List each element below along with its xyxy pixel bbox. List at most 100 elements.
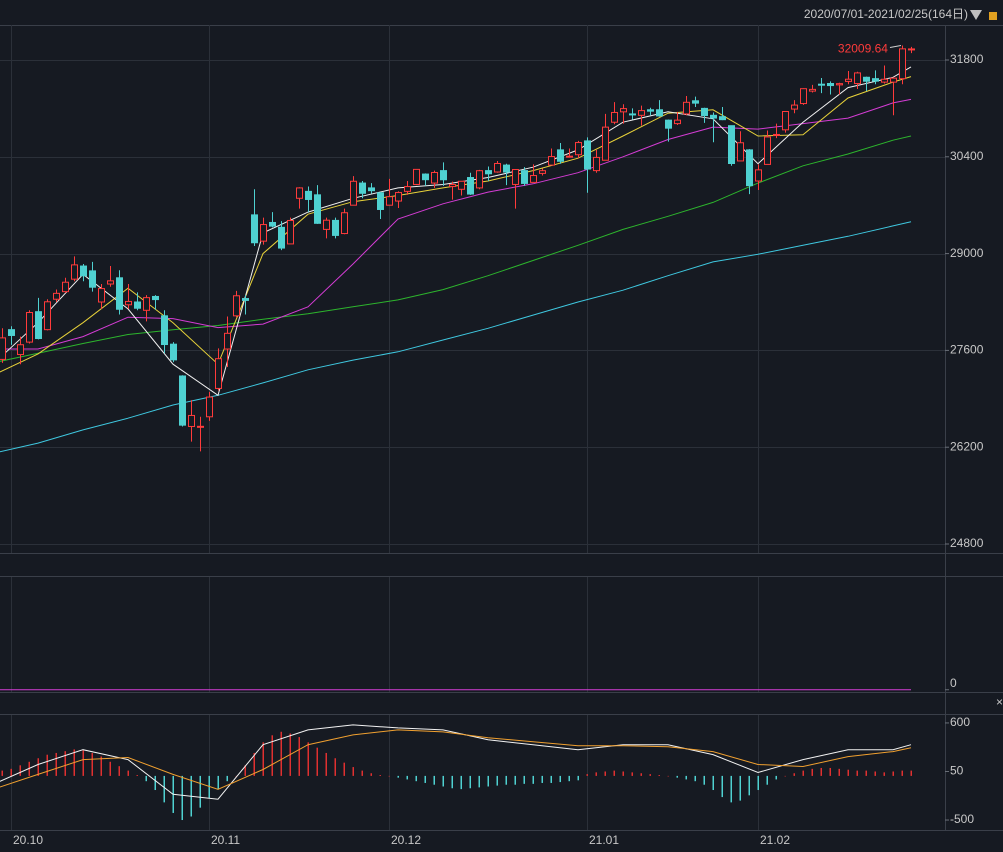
candle-body [206, 396, 213, 418]
macd-bar [118, 766, 120, 776]
candle-body [836, 83, 843, 86]
macd-bar [658, 775, 660, 776]
candle-body [728, 125, 735, 164]
y-tick-label: 50 [950, 764, 964, 778]
candle-body [494, 162, 501, 173]
candle-body [512, 169, 519, 185]
lock-icon[interactable] [989, 12, 997, 20]
macd-bar [199, 775, 201, 808]
macd-bar [532, 775, 534, 784]
macd-bar [37, 758, 39, 776]
candle-body [296, 187, 303, 199]
high-label: 32009.64 [838, 42, 888, 56]
candle-body [17, 344, 24, 356]
candle-body [404, 186, 411, 192]
macd-bar [838, 768, 840, 776]
macd-bar [496, 775, 498, 786]
candle-body [557, 149, 564, 162]
indicator-line [0, 729, 912, 790]
macd-bar [685, 775, 687, 780]
candle-body [98, 288, 105, 303]
candle-body [197, 425, 204, 428]
x-tick-label: 20.11 [211, 833, 240, 847]
macd-bar [334, 758, 336, 776]
candle-body [251, 214, 258, 244]
macd-bar [901, 770, 903, 776]
candle-body [26, 312, 33, 343]
macd-bar [46, 754, 48, 776]
macd-bar [109, 761, 111, 776]
indicator-line [0, 221, 912, 453]
macd-bar [469, 775, 471, 789]
y-tick-label: 30400 [950, 149, 984, 163]
candle-body [881, 78, 888, 83]
macd-bar [721, 775, 723, 798]
macd-bar [442, 775, 444, 787]
macd-bar [253, 752, 255, 776]
candle-body [755, 169, 762, 182]
candle-body [8, 329, 15, 336]
close-icon[interactable]: × [996, 695, 1003, 709]
candle-body [845, 78, 852, 82]
macd-bar [577, 775, 579, 781]
macd-bar [874, 771, 876, 776]
macd-bar [433, 775, 435, 785]
macd-bar [793, 773, 795, 776]
candle-body [602, 126, 609, 161]
candle-body [260, 224, 267, 242]
candle-body [359, 182, 366, 194]
macd-bar [325, 752, 327, 776]
candle-body [539, 170, 546, 174]
candle-body [152, 295, 159, 301]
macd-bar [280, 731, 282, 776]
macd-bar [388, 775, 390, 777]
candle-body [287, 219, 294, 245]
macd-bar [784, 775, 786, 777]
macd-bar [766, 775, 768, 785]
macd-bar [1, 770, 3, 776]
candle-body [629, 113, 636, 116]
macd-bar [883, 772, 885, 776]
macd-bar [676, 775, 678, 778]
candle-body [890, 77, 897, 83]
macd-bar [811, 768, 813, 776]
macd-bar [298, 737, 300, 776]
candle-body [818, 83, 825, 86]
macd-bar [235, 775, 237, 777]
y-tick-label: 600 [950, 715, 970, 729]
grid [0, 25, 945, 830]
candle-body [215, 358, 222, 389]
macd-bar [865, 770, 867, 776]
candle-body [458, 180, 465, 190]
macd-bar [748, 775, 750, 796]
range-dropdown[interactable] [970, 10, 982, 20]
x-tick-label: 21.02 [760, 833, 790, 847]
y-tick-label: 26200 [950, 439, 984, 453]
y-tick-label: 24800 [950, 536, 984, 550]
macd-bar [640, 773, 642, 776]
date-range[interactable]: 2020/07/01-2021/02/25(164日) [804, 7, 968, 21]
macd-bar [856, 770, 858, 776]
macd-bar [361, 770, 363, 776]
candle-body [332, 219, 339, 236]
macd-bar [595, 772, 597, 776]
macd-bar [82, 750, 84, 776]
candle-body [809, 88, 816, 92]
candle-body [368, 187, 375, 192]
indicator-line [0, 135, 912, 362]
candle-body [548, 156, 555, 166]
candle-body [179, 375, 186, 426]
candle-body [386, 196, 393, 206]
candle-body [125, 300, 132, 306]
macd-bar [523, 775, 525, 784]
candle-body [665, 119, 672, 129]
macd-bar [694, 775, 696, 782]
macd-bar [478, 775, 480, 788]
candle-body [170, 343, 177, 361]
candle-body [656, 109, 663, 117]
macd-bar [631, 772, 633, 776]
macd-bar [127, 770, 129, 776]
macd-bar [892, 771, 894, 776]
candle-body [638, 110, 645, 116]
